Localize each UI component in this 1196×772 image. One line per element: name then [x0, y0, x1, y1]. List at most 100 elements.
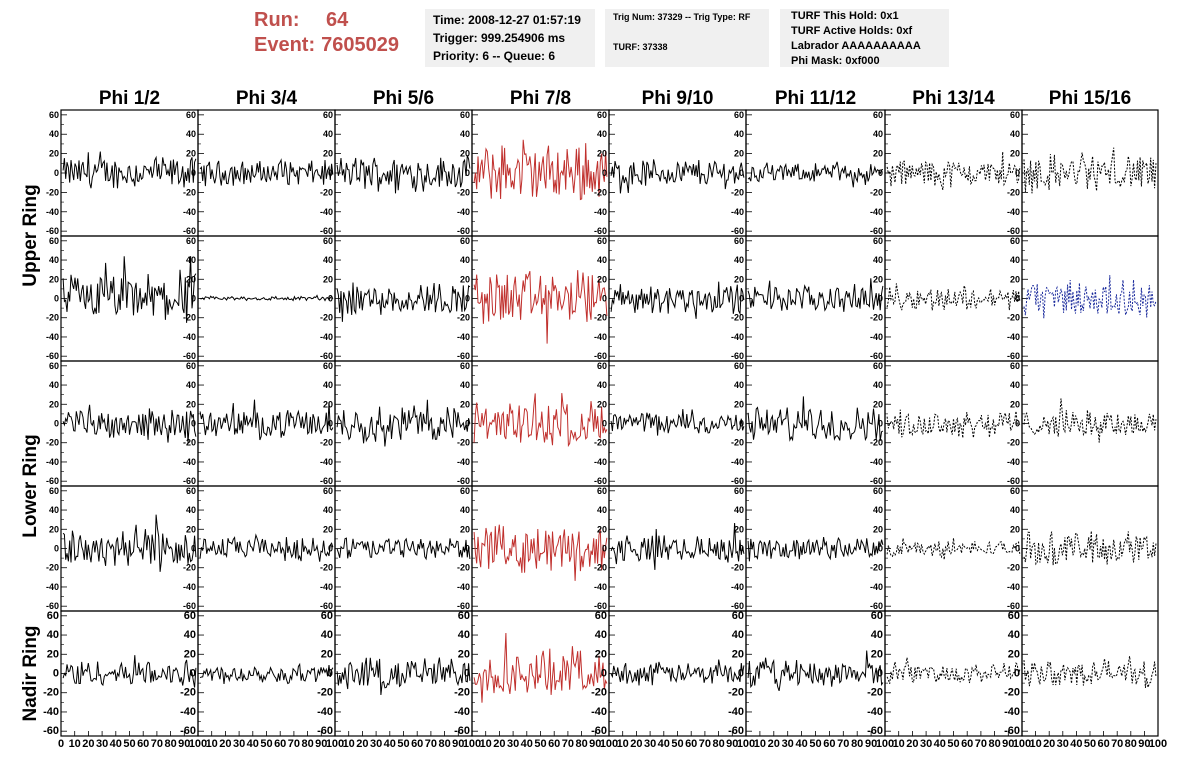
y-tick-label: 0 — [191, 419, 196, 429]
y-tick-label: -60 — [457, 476, 470, 486]
column-header: Phi 9/10 — [642, 88, 714, 109]
y-tick-label: 20 — [734, 524, 744, 534]
x-tick-label: 40 — [658, 738, 670, 750]
waveform-line — [336, 282, 471, 322]
event-label: Event: — [254, 34, 316, 56]
y-tick-label: 0 — [191, 294, 196, 304]
waveform-line — [1023, 656, 1157, 688]
y-tick-label: -40 — [43, 706, 59, 718]
y-tick-label: 60 — [873, 236, 883, 246]
y-tick-label: 0 — [602, 168, 607, 178]
y-tick-label: -40 — [320, 582, 333, 592]
y-tick-label: -20 — [457, 313, 470, 323]
y-tick-label: -20 — [180, 687, 196, 699]
y-tick-label: 40 — [597, 129, 607, 139]
y-tick-label: 60 — [186, 486, 196, 496]
waveform-line — [62, 514, 197, 572]
y-tick-label: -20 — [731, 438, 744, 448]
y-tick-label: 0 — [191, 168, 196, 178]
y-tick-label: -20 — [457, 563, 470, 573]
y-tick-label: -60 — [728, 725, 744, 737]
y-tick-label: 0 — [465, 168, 470, 178]
y-tick-label: 60 — [1010, 110, 1020, 120]
y-tick-label: 20 — [873, 274, 883, 284]
waveform-line — [473, 632, 608, 703]
waveform-line — [747, 650, 884, 692]
x-tick-label: 50 — [123, 738, 135, 750]
y-tick-label: 20 — [1010, 524, 1020, 534]
y-tick-label: -40 — [46, 582, 59, 592]
y-tick-label: 20 — [458, 648, 470, 660]
y-tick-label: 60 — [597, 486, 607, 496]
y-tick-label: 40 — [460, 380, 470, 390]
waveform-line — [747, 536, 884, 562]
turf-active-text: TURF Active Holds: 0xf — [791, 25, 913, 37]
waveform-line — [199, 399, 334, 441]
waveform-line — [1023, 530, 1157, 566]
y-tick-label: 0 — [738, 668, 744, 680]
y-tick-label: 40 — [734, 255, 744, 265]
turf-info-box: TURF This Hold: 0x1 TURF Active Holds: 0… — [780, 9, 949, 67]
column-header: Phi 7/8 — [510, 88, 571, 109]
y-tick-label: 60 — [323, 236, 333, 246]
waveform-line — [1023, 275, 1157, 319]
y-tick-label: -60 — [870, 226, 883, 236]
y-tick-label: -40 — [183, 207, 196, 217]
y-tick-label: -40 — [1007, 457, 1020, 467]
y-tick-label: 40 — [873, 129, 883, 139]
y-tick-label: 40 — [186, 255, 196, 265]
panel-frame — [60, 235, 199, 362]
y-tick-label: 60 — [1010, 486, 1020, 496]
waveform-line — [610, 159, 745, 194]
x-tick-label: 60 — [548, 738, 560, 750]
y-tick-label: -40 — [1007, 332, 1020, 342]
y-tick-label: -20 — [46, 313, 59, 323]
x-tick-label: 40 — [795, 738, 807, 750]
y-tick-label: 40 — [1010, 505, 1020, 515]
x-tick-label: 10 — [343, 738, 355, 750]
x-tick-label: 10 — [69, 738, 81, 750]
x-tick-label: 90 — [589, 738, 601, 750]
panel-frame — [745, 109, 886, 237]
y-tick-label: -60 — [320, 601, 333, 611]
y-tick-label: 40 — [458, 629, 470, 641]
column-header: Phi 1/2 — [99, 88, 160, 109]
y-tick-label: -40 — [46, 332, 59, 342]
x-tick-label: 100 — [189, 738, 207, 750]
x-tick-label: 10 — [893, 738, 905, 750]
panel-frame — [334, 235, 473, 362]
y-tick-label: 20 — [460, 149, 470, 159]
x-tick-label: 100 — [1149, 738, 1167, 750]
y-tick-label: -20 — [320, 187, 333, 197]
y-tick-label: 40 — [734, 505, 744, 515]
x-tick-label: 50 — [947, 738, 959, 750]
waveform-line — [473, 524, 608, 581]
y-tick-label: -40 — [457, 207, 470, 217]
x-tick-label: 60 — [274, 738, 286, 750]
y-tick-label: 20 — [732, 648, 744, 660]
y-tick-label: -60 — [46, 351, 59, 361]
waveform-line — [610, 659, 745, 686]
panel-frame — [884, 109, 1023, 237]
x-tick-label: 80 — [851, 738, 863, 750]
x-tick-label: 90 — [452, 738, 464, 750]
y-tick-label: -40 — [457, 457, 470, 467]
waveform-line — [62, 151, 197, 189]
y-tick-label: 20 — [871, 648, 883, 660]
y-tick-label: 60 — [458, 610, 470, 622]
x-tick-label: 30 — [233, 738, 245, 750]
y-tick-label: 0 — [465, 544, 470, 554]
y-tick-label: 20 — [873, 149, 883, 159]
x-tick-label: 20 — [493, 738, 505, 750]
y-tick-label: 40 — [460, 505, 470, 515]
y-tick-label: 0 — [1014, 668, 1020, 680]
x-tick-label: 90 — [315, 738, 327, 750]
waveform-line — [199, 662, 334, 685]
y-tick-label: 0 — [327, 668, 333, 680]
x-tick-label: 90 — [1138, 738, 1150, 750]
y-tick-label: -20 — [43, 687, 59, 699]
waveform-line — [1023, 398, 1157, 443]
y-tick-label: 60 — [49, 236, 59, 246]
trigger-text: Trigger: 999.254906 ms — [433, 31, 566, 45]
y-tick-label: 40 — [323, 505, 333, 515]
